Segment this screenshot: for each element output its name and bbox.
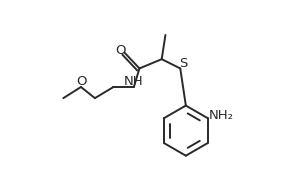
Text: S: S [179, 57, 187, 70]
Text: O: O [115, 44, 126, 57]
Text: NH: NH [124, 75, 144, 88]
Text: NH₂: NH₂ [209, 109, 234, 122]
Text: O: O [77, 75, 87, 88]
